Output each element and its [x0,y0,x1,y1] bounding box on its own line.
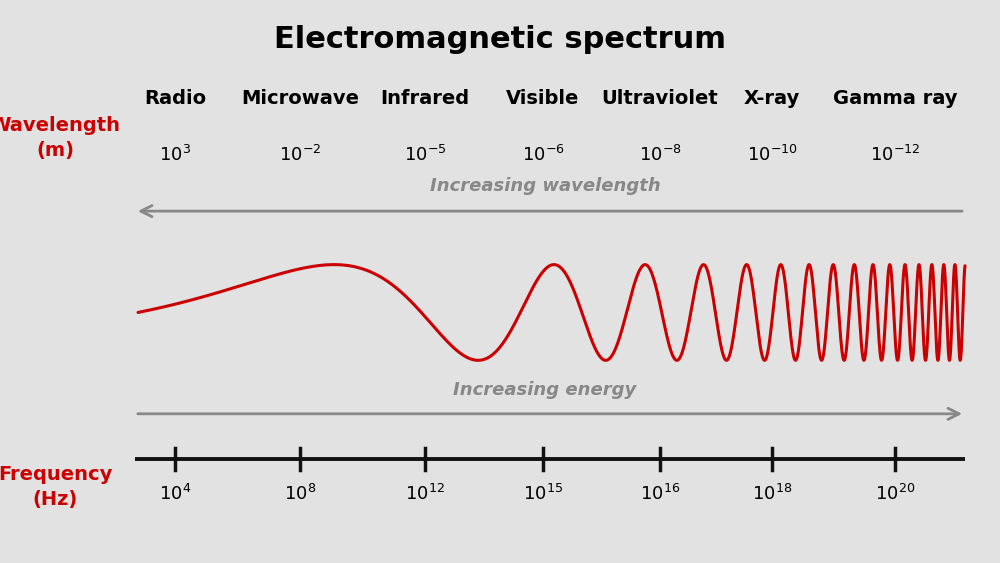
Text: Frequency
(Hz): Frequency (Hz) [0,465,112,509]
Text: $10^{12}$: $10^{12}$ [405,484,445,504]
Text: $10^{-12}$: $10^{-12}$ [870,145,920,165]
Text: Radio: Radio [144,89,206,108]
Text: $10^{-5}$: $10^{-5}$ [404,145,446,165]
Text: Microwave: Microwave [241,89,359,108]
Text: $10^{-6}$: $10^{-6}$ [522,145,564,165]
Text: $10^{18}$: $10^{18}$ [752,484,792,504]
Text: Gamma ray: Gamma ray [833,89,957,108]
Text: X-ray: X-ray [744,89,800,108]
Text: Wavelength
(m): Wavelength (m) [0,116,120,160]
Text: $10^{16}$: $10^{16}$ [640,484,680,504]
Text: Increasing energy: Increasing energy [453,381,637,399]
Text: $10^{-10}$: $10^{-10}$ [747,145,797,165]
Text: $10^{3}$: $10^{3}$ [159,145,191,165]
Text: $10^{15}$: $10^{15}$ [523,484,563,504]
Text: $10^{20}$: $10^{20}$ [875,484,915,504]
Text: $10^{4}$: $10^{4}$ [159,484,191,504]
Text: Ultraviolet: Ultraviolet [602,89,718,108]
Text: Increasing wavelength: Increasing wavelength [430,177,660,195]
Text: $10^{-8}$: $10^{-8}$ [639,145,681,165]
Text: $10^{8}$: $10^{8}$ [284,484,316,504]
Text: $10^{-2}$: $10^{-2}$ [279,145,321,165]
Text: Visible: Visible [506,89,580,108]
Text: Infrared: Infrared [380,89,470,108]
Text: Electromagnetic spectrum: Electromagnetic spectrum [274,25,726,55]
